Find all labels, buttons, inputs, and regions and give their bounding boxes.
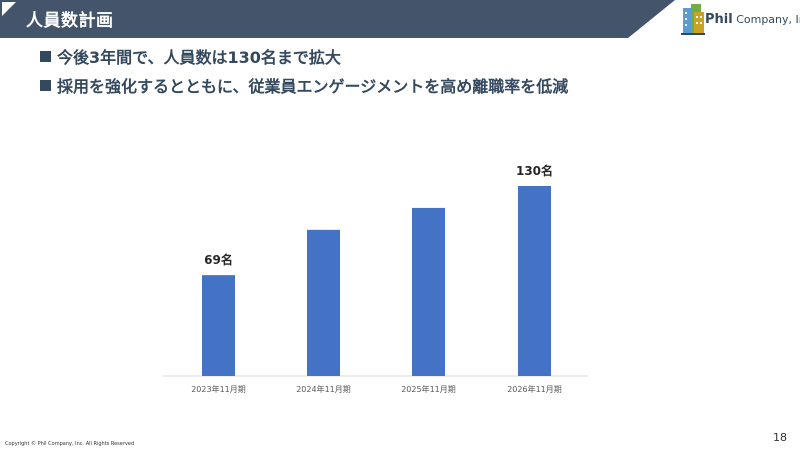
x-tick-label: 2023年11月期 — [191, 384, 246, 394]
x-tick-label: 2026年11月期 — [507, 384, 562, 394]
bar-3 — [412, 207, 445, 376]
company-logo — [680, 2, 795, 36]
header-band: 人員数計画 — [0, 0, 800, 38]
bar-1 — [202, 275, 235, 376]
data-label: 69名 — [204, 252, 233, 267]
data-label: 130名 — [516, 163, 553, 178]
bullet-text: 採用を強化するとともに、従業員エンゲージメントを高め離職率を低減 — [57, 77, 569, 96]
header-band-shape — [0, 0, 675, 38]
x-tick-label: 2025年11月期 — [401, 384, 456, 394]
logo-brand: Phil — [705, 12, 733, 27]
bar-4 — [518, 186, 551, 376]
bar-2 — [307, 229, 340, 376]
square-bullet-icon — [40, 51, 51, 62]
logo-text: Phil Company, Inc — [705, 12, 800, 27]
bullet-item: 今後3年間で、人員数は130名まで拡大 — [40, 44, 341, 68]
square-bullet-icon — [40, 80, 51, 91]
page-number: 18 — [773, 431, 787, 444]
logo-company-name: Company, Inc — [736, 13, 800, 26]
bullet-item: 採用を強化するとともに、従業員エンゲージメントを高め離職率を低減 — [40, 73, 568, 97]
building-logo-icon — [681, 4, 705, 35]
copyright-text: Copyright © Phil Company, Inc. All Right… — [5, 441, 135, 447]
page-title: 人員数計画 — [26, 11, 114, 31]
bullet-text: 今後3年間で、人員数は130名まで拡大 — [57, 48, 341, 67]
header-corner-mark — [2, 2, 16, 16]
x-tick-label: 2024年11月期 — [296, 384, 351, 394]
